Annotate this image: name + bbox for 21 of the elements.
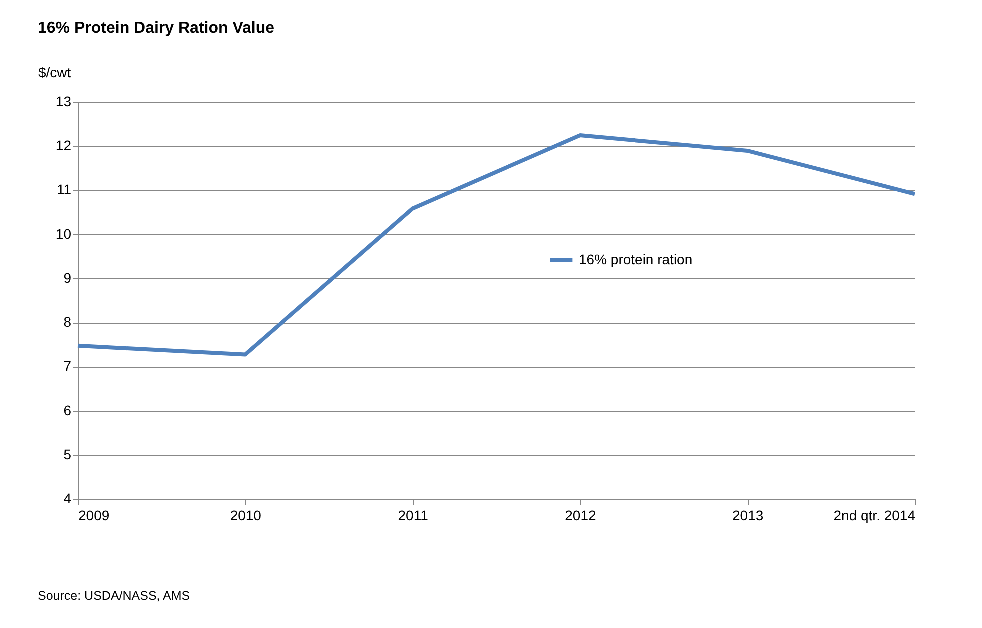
y-tick-label: 7 xyxy=(64,358,72,374)
y-tick-label: 9 xyxy=(64,270,72,286)
chart-title: 16% Protein Dairy Ration Value xyxy=(38,20,275,37)
y-axis-title: $/cwt xyxy=(38,64,72,80)
line-series xyxy=(76,134,917,357)
x-tick-label: 2009 xyxy=(78,508,110,524)
y-tick-label: 6 xyxy=(64,402,72,418)
legend-label: 16% protein ration xyxy=(579,252,693,268)
x-tick-label: 2nd qtr. 2014 xyxy=(834,508,916,524)
x-tick-label: 2011 xyxy=(398,508,429,524)
y-tick-label: 8 xyxy=(64,314,72,330)
y-tick-label: 13 xyxy=(56,94,72,110)
source-note: Source: USDA/NASS, AMS xyxy=(38,589,190,603)
y-tick-label: 12 xyxy=(56,138,72,154)
x-tick-label: 2010 xyxy=(230,508,262,524)
x-tick-label: 2013 xyxy=(732,508,764,524)
y-tick-label: 10 xyxy=(56,226,72,242)
y-tick-label: 5 xyxy=(64,446,72,462)
y-tick-label: 4 xyxy=(64,490,72,506)
y-tick-label: 11 xyxy=(56,182,72,198)
x-tick-label: 2012 xyxy=(565,508,596,524)
